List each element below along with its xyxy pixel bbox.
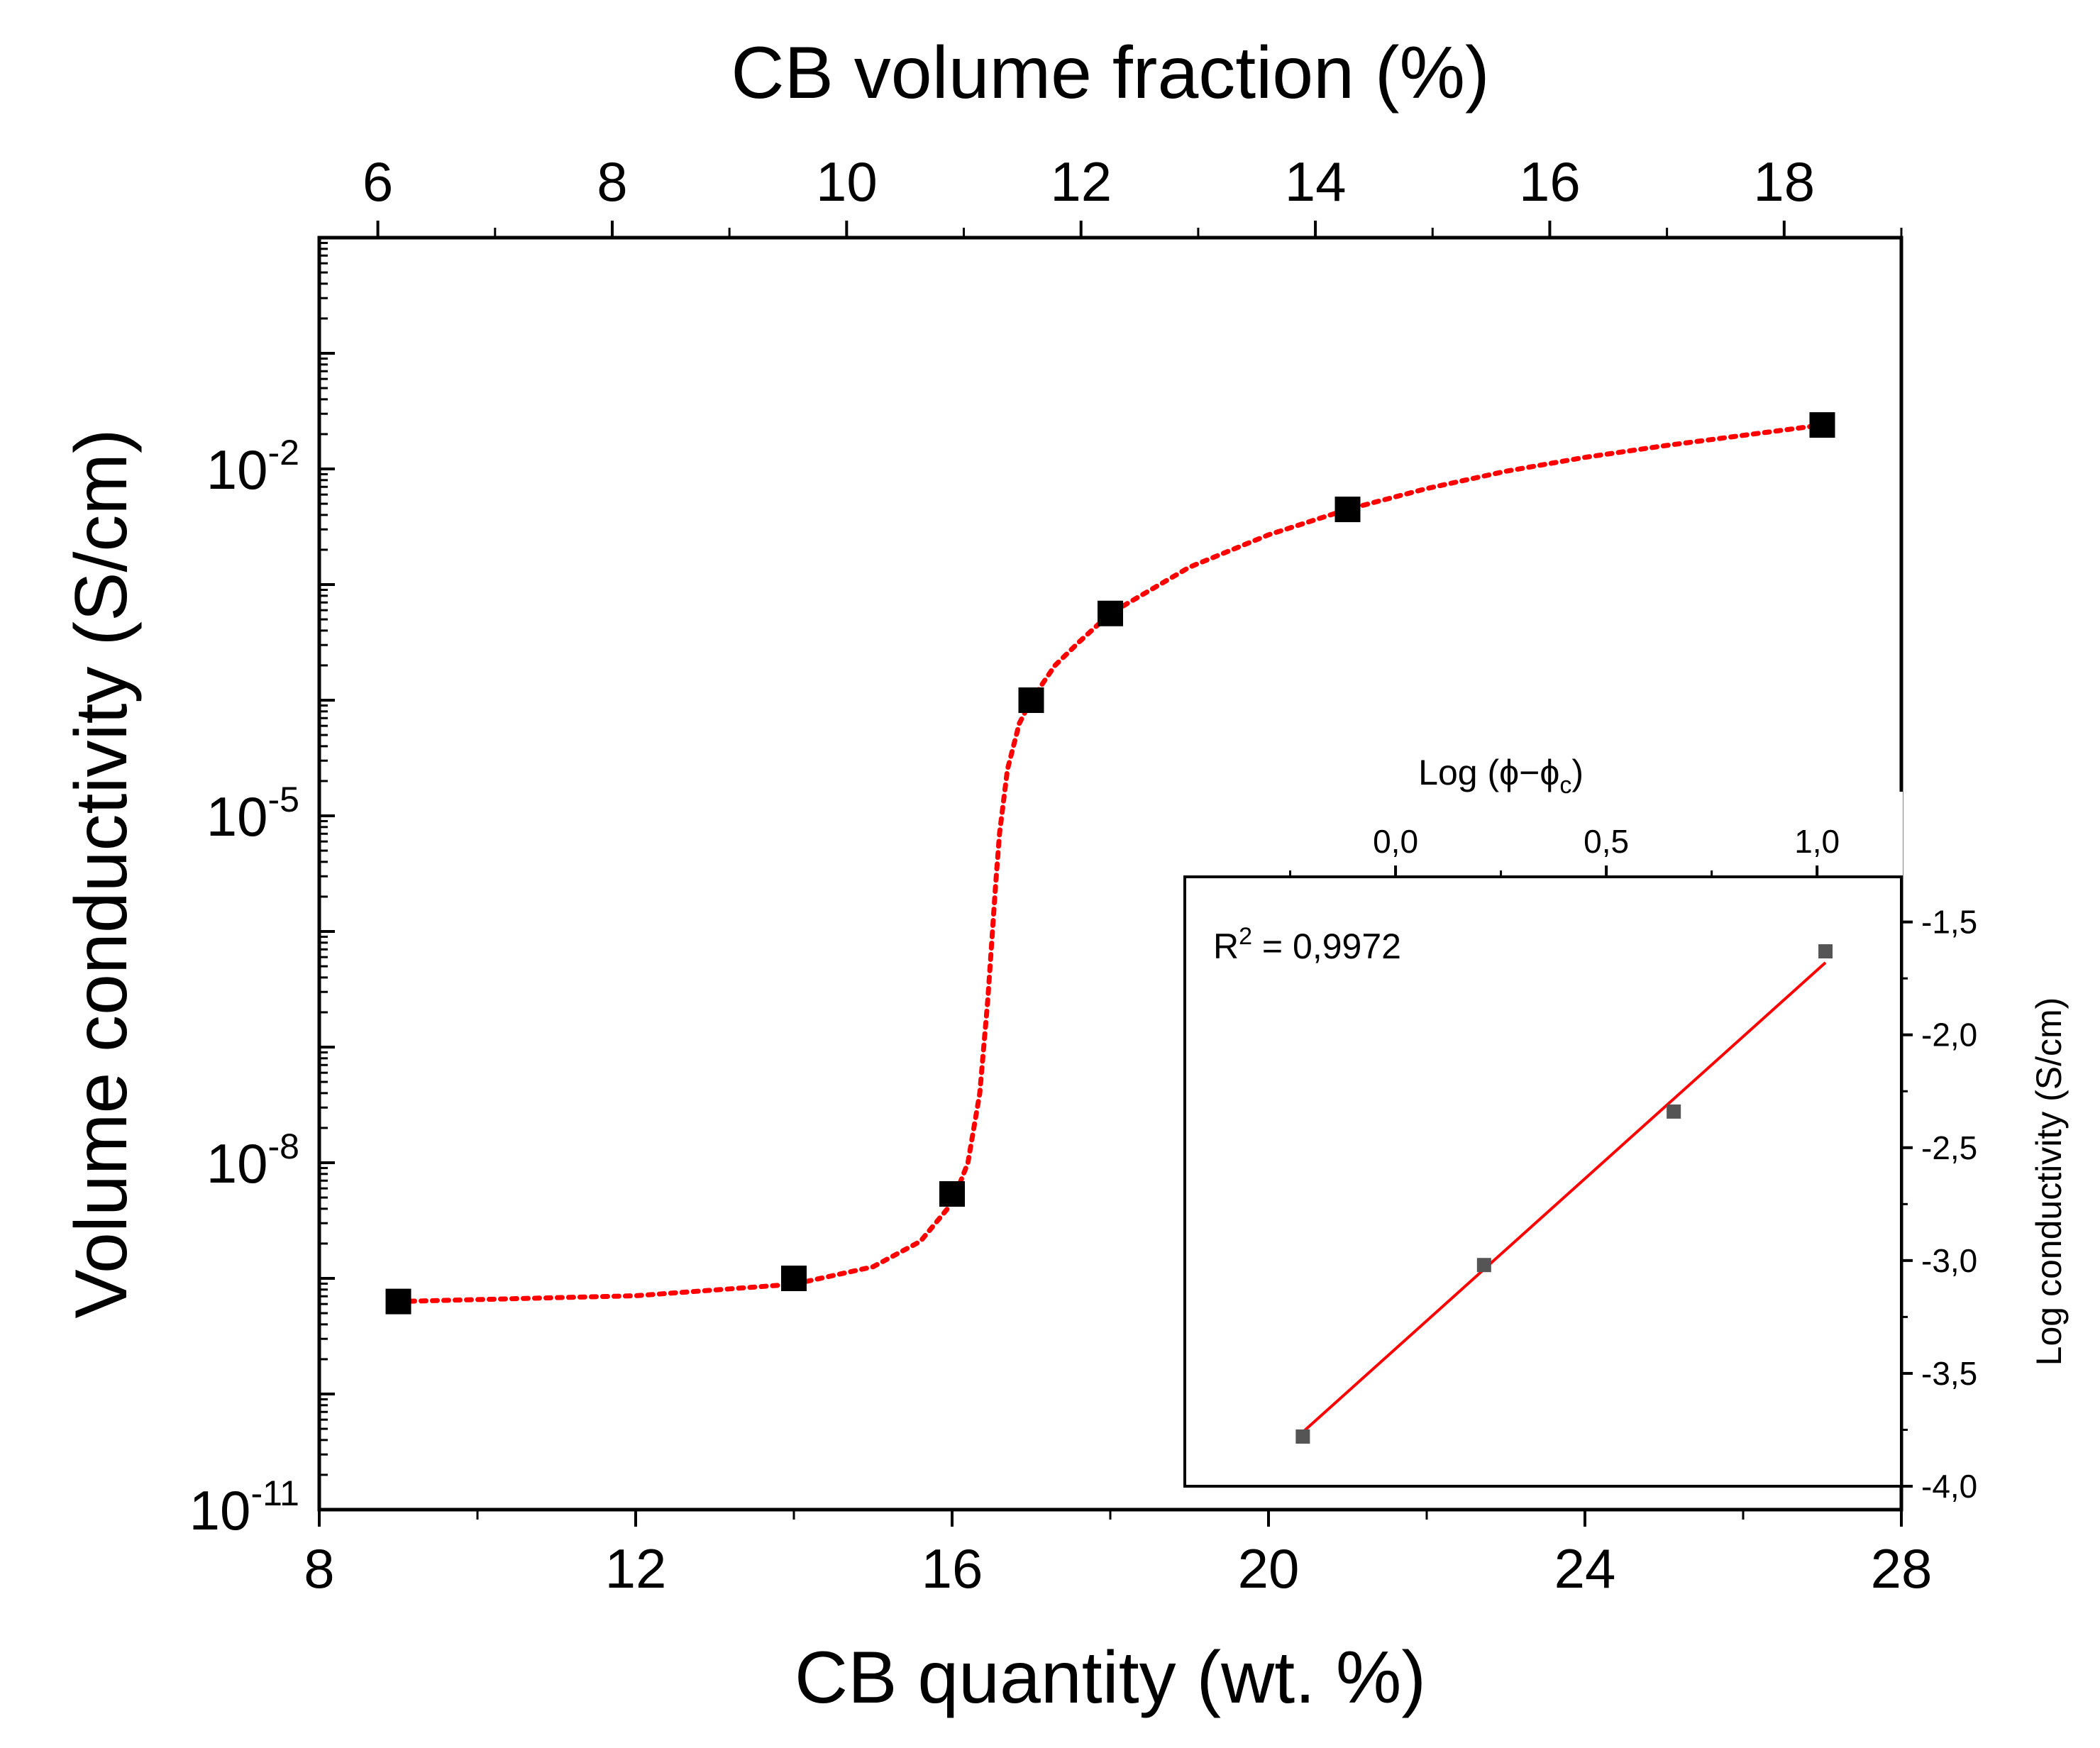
inset-y-axis-title: Log conductivity (S/cm)	[2029, 997, 2069, 1366]
y-axis-title: Volume conductivity (S/cm)	[60, 428, 143, 1318]
inset-y-tick-label: -4,0	[1921, 1468, 1977, 1505]
inset-x-tick-label: 1,0	[1794, 823, 1840, 860]
inset-x-title-prefix: Log (	[1418, 753, 1499, 792]
y-tick-exponent: -5	[268, 780, 299, 819]
inset-x-title-subscript: c	[1559, 772, 1571, 799]
x-top-tick-label: 12	[1050, 150, 1112, 213]
inset-x-title-suffix: )	[1571, 753, 1584, 792]
x-top-axis-title: CB volume fraction (%)	[731, 32, 1489, 114]
y-tick-exponent: -2	[268, 433, 299, 472]
annotation-prefix: R	[1213, 926, 1239, 966]
inset-x-title-dash: −	[1519, 753, 1540, 792]
data-point-square	[1018, 687, 1044, 713]
x-top-tick-label: 16	[1519, 150, 1581, 213]
inset-y-tick-label: -3,0	[1921, 1242, 1977, 1279]
y-tick-base: 10	[206, 438, 268, 501]
inset-x-title-phi: ϕ	[1499, 753, 1519, 792]
x-top-tick-label: 8	[597, 150, 627, 213]
y-tick-exponent: -11	[250, 1473, 299, 1513]
y-tick-label: 10-11	[189, 1473, 299, 1542]
inset-x-tick-label: 0,0	[1373, 823, 1418, 860]
y-tick-label: 10-2	[206, 433, 299, 501]
y-tick-label: 10-5	[206, 780, 299, 848]
inset-plot-frame	[1183, 875, 1903, 1488]
inset-data-point-square	[1295, 1429, 1310, 1444]
data-point-square	[1334, 497, 1361, 523]
data-point-square	[1098, 600, 1123, 626]
inset-y-tick-label: -2,5	[1921, 1129, 1977, 1166]
data-point-square	[385, 1288, 411, 1315]
x-tick-label: 12	[605, 1537, 667, 1600]
y-tick-base: 10	[189, 1479, 251, 1542]
y-tick-base: 10	[206, 1132, 268, 1195]
inset-data-point-square	[1476, 1258, 1491, 1273]
data-point-square	[939, 1181, 965, 1207]
data-point-square	[1809, 412, 1835, 438]
inset-data-point-square	[1818, 944, 1833, 958]
inset-linear-fit-line	[1302, 961, 1827, 1434]
inset-y-tick-label: -1,5	[1921, 904, 1977, 941]
y-tick-label: 10-8	[206, 1127, 299, 1195]
x-tick-label: 8	[304, 1537, 334, 1600]
inset-y-tick-label: -3,5	[1921, 1355, 1977, 1392]
x-tick-label: 28	[1871, 1537, 1933, 1600]
annotation-superscript: 2	[1239, 923, 1252, 950]
inset-x-title-phi: ϕ	[1540, 753, 1559, 792]
x-top-tick-label: 6	[363, 150, 393, 213]
inset-y-tick-label: -2,0	[1921, 1017, 1977, 1053]
x-top-tick-label: 18	[1753, 150, 1815, 213]
x-tick-label: 24	[1554, 1537, 1616, 1600]
x-axis-title: CB quantity (wt. %)	[795, 1637, 1426, 1719]
y-tick-exponent: -8	[268, 1127, 299, 1166]
annotation-suffix: = 0,9972	[1252, 926, 1401, 966]
x-tick-label: 20	[1238, 1537, 1300, 1600]
x-tick-label: 16	[922, 1537, 983, 1600]
data-point-square	[781, 1266, 807, 1291]
x-top-tick-label: 14	[1285, 150, 1347, 213]
inset-x-axis-title: Log (ϕ−ϕc)	[1418, 753, 1584, 799]
y-tick-base: 10	[206, 785, 268, 848]
inset-x-tick-label: 0,5	[1584, 823, 1629, 860]
x-top-tick-label: 10	[816, 150, 878, 213]
inset-data-point-square	[1667, 1104, 1681, 1119]
inset-r-squared-annotation: R2 = 0,9972	[1213, 923, 1401, 966]
